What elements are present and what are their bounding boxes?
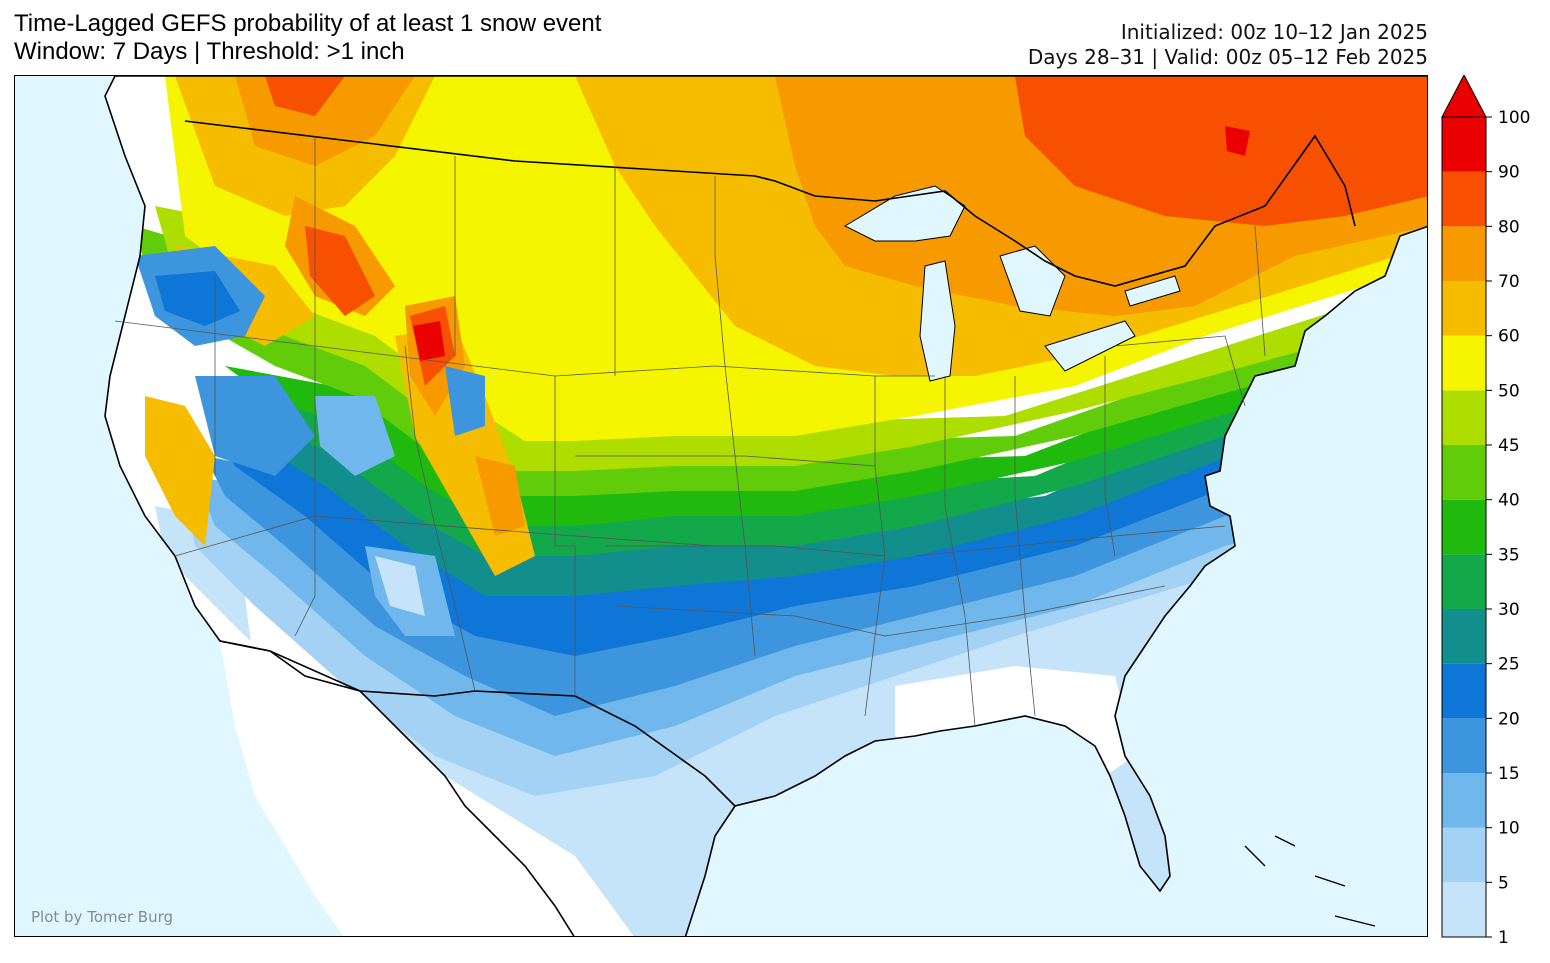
colorbar-label: 40: [1498, 491, 1520, 511]
map-panel: Plot by Tomer Burg: [14, 75, 1428, 937]
run-info: Initialized: 00z 10–12 Jan 2025 Days 28–…: [1028, 20, 1428, 70]
colorbar-label: 5: [1498, 873, 1509, 893]
colorbar-swatch: [1442, 226, 1486, 281]
lake-superior: [843, 185, 966, 242]
colorbar-swatch: [1442, 773, 1486, 828]
valid-line: Days 28–31 | Valid: 00z 05–12 Feb 2025: [1027, 45, 1428, 69]
colorbar-label: 25: [1498, 655, 1520, 675]
colorbar-swatch: [1442, 171, 1486, 227]
colorbar-swatch: [1442, 718, 1486, 773]
state-borders: [114, 136, 1266, 727]
title-line-1: Time-Lagged GEFS probability of at least…: [14, 10, 602, 37]
plot-credit: Plot by Tomer Burg: [31, 908, 173, 926]
colorbar-label: 35: [1498, 545, 1520, 565]
colorbar-label: 20: [1498, 709, 1520, 729]
title-line-2: Window: 7 Days | Threshold: >1 inch: [14, 38, 405, 65]
colorbar-label: 1: [1498, 928, 1509, 945]
colorbar-swatch: [1442, 499, 1486, 555]
canada-border: [184, 120, 1356, 287]
snow-probability-map: [15, 76, 1427, 936]
colorbar-swatch: [1442, 554, 1486, 609]
colorbar-swatch: [1442, 445, 1486, 500]
map-title: Time-Lagged GEFS probability of at least…: [14, 10, 601, 66]
colorbar-outline: [1441, 116, 1487, 938]
colorbar-label: 15: [1498, 764, 1520, 784]
colorbar-label: 45: [1498, 436, 1520, 456]
colorbar-label: 10: [1498, 819, 1520, 839]
colorbar-label: 100: [1498, 108, 1530, 128]
colorbar-label: 70: [1498, 272, 1520, 292]
colorbar-label: 60: [1498, 327, 1520, 347]
colorbar-swatch: [1442, 281, 1486, 336]
mexico-land: [220, 641, 574, 936]
lake-erie: [1044, 320, 1136, 372]
lake-ontario: [1124, 275, 1181, 307]
caribbean-islands: [1244, 835, 1376, 927]
colorbar-swatch: [1442, 827, 1486, 883]
lake-michigan: [919, 260, 956, 382]
colorbar-label: 80: [1498, 217, 1520, 237]
colorbar-label: 50: [1498, 381, 1520, 401]
colorbar-label: 90: [1498, 163, 1520, 183]
colorbar-swatch: [1442, 117, 1486, 172]
colorbar-swatch: [1442, 335, 1486, 391]
colorbar-swatch: [1442, 882, 1486, 937]
colorbar-swatch: [1442, 390, 1486, 445]
colorbar-swatches: [1441, 75, 1487, 938]
init-line: Initialized: 00z 10–12 Jan 2025: [1120, 20, 1428, 44]
colorbar-extend-arrow: [1441, 75, 1487, 118]
colorbar-swatch: [1442, 609, 1486, 664]
colorbar-swatch: [1442, 663, 1486, 719]
colorbar-label: 30: [1498, 600, 1520, 620]
